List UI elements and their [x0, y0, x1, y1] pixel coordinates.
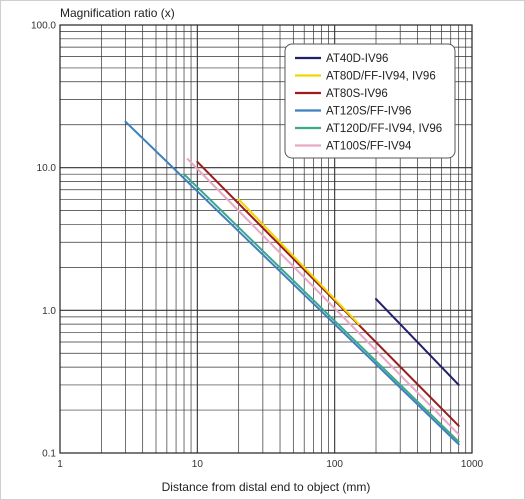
legend-label: AT80D/FF-IV94, IV96 — [326, 71, 436, 83]
legend-box — [284, 43, 456, 159]
series-line — [237, 198, 360, 326]
y-tick-label: 0.1 — [42, 449, 56, 460]
y-tick-label: 1.0 — [42, 306, 56, 317]
legend-label: AT80S-IV96 — [326, 88, 388, 100]
y-tick-label: 100.0 — [31, 21, 56, 32]
series-lines — [124, 120, 460, 446]
x-axis-title: Distance from distal end to object (mm) — [162, 480, 371, 494]
y-tick-label: 10.0 — [37, 163, 57, 174]
series-line — [196, 160, 460, 427]
series-line — [183, 173, 460, 443]
x-tick-label: 10 — [192, 459, 204, 470]
series-line — [375, 298, 460, 386]
legend: AT40D-IV96 AT80D/FF-IV94, IV96 AT80S-IV96 A… — [284, 43, 456, 159]
y-axis-title: Magnification ratio (x) — [60, 6, 175, 20]
x-tick-label: 100 — [326, 459, 343, 470]
x-tick-label: 1000 — [461, 459, 484, 470]
legend-label: AT120D/FF-IV94, IV96 — [326, 123, 442, 135]
series-line — [124, 120, 460, 446]
legend-label: AT120S/FF-IV96 — [326, 106, 411, 118]
series-line — [186, 158, 460, 436]
legend-label: AT100S/FF-IV94 — [326, 141, 412, 153]
tick-labels: 1 10 100 1000 0.1 1.0 10.0 100.0 — [31, 21, 484, 471]
x-tick-label: 1 — [57, 459, 63, 470]
plot-area-border — [59, 24, 473, 454]
legend-label: AT40D-IV96 — [326, 53, 388, 65]
